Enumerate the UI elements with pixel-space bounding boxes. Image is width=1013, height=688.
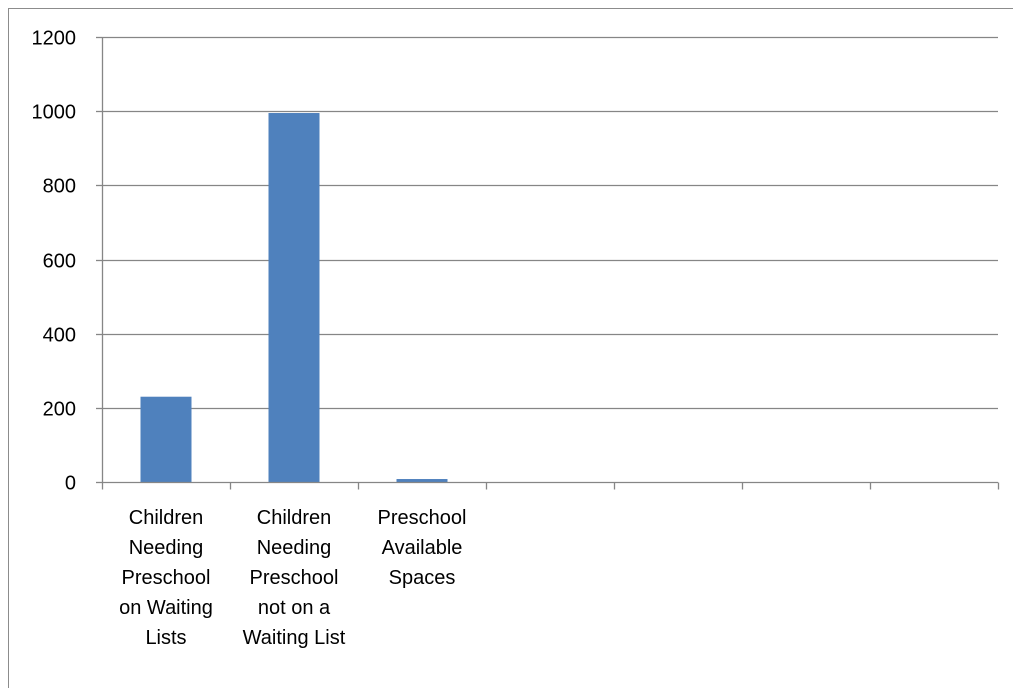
labels: 0 200 400 600 800 1000 1200 Children Needing Pres… [32, 28, 467, 650]
y-tick-label: 400 [43, 325, 76, 347]
x-category-label-2: Preschool Available Spaces [378, 507, 467, 589]
x-category-label-line: Children [257, 507, 331, 529]
gridlines [102, 36, 998, 410]
x-category-label-line: Waiting List [243, 627, 346, 649]
axes [96, 36, 1000, 490]
x-category-label-line: Spaces [389, 567, 456, 589]
x-category-label-line: Needing [129, 537, 204, 559]
y-tick-label: 200 [43, 399, 76, 421]
bar-1 [268, 113, 320, 482]
chart-frame [8, 8, 1013, 688]
y-tick-label: 0 [65, 473, 76, 495]
x-category-label-line: Available [382, 537, 463, 559]
x-category-label-line: not on a [258, 597, 331, 619]
x-category-label-line: Preschool [250, 567, 339, 589]
y-tick-label: 600 [43, 251, 76, 273]
x-category-label-line: Children [129, 507, 203, 529]
y-tick-label: 800 [43, 176, 76, 198]
x-category-label-line: Needing [257, 537, 332, 559]
y-tick-label: 1000 [32, 102, 77, 124]
x-category-label-line: Preschool [378, 507, 467, 529]
x-category-label-line: on Waiting [119, 597, 213, 619]
bar-2 [396, 479, 448, 482]
x-category-label-0: Children Needing Preschool on Waiting Lists [119, 507, 213, 649]
bar-0 [140, 396, 192, 482]
x-category-label-line: Lists [145, 627, 186, 649]
x-category-label-1: Children Needing Preschool not on a Waiting … [243, 507, 346, 649]
y-tick-label: 1200 [32, 28, 77, 50]
x-category-label-line: Preschool [122, 567, 211, 589]
bars [140, 113, 448, 482]
